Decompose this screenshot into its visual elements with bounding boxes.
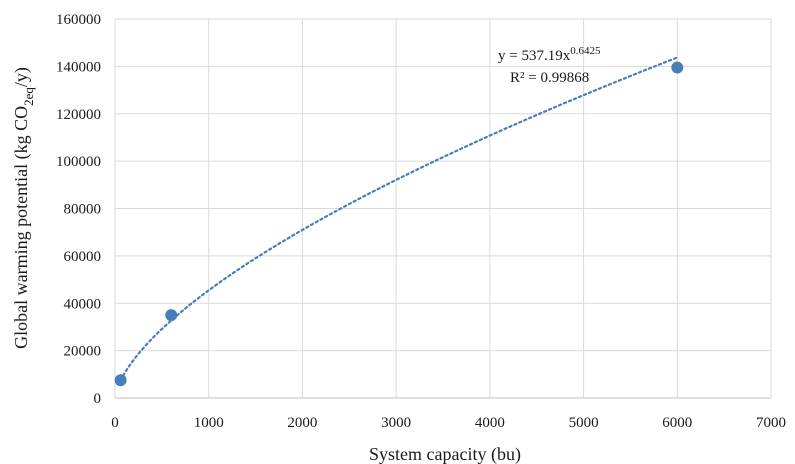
- x-tick-labels: 0 1000 2000 3000 4000 5000 6000 7000: [111, 415, 786, 431]
- y-tick-label: 120000: [56, 107, 101, 123]
- y-tick-label: 40000: [64, 296, 102, 312]
- x-tick-label: 7000: [756, 415, 786, 431]
- y-tick-label: 60000: [64, 249, 102, 265]
- x-tick-label: 4000: [475, 415, 505, 431]
- y-tick-label: 80000: [64, 202, 102, 218]
- x-tick-label: 5000: [569, 415, 599, 431]
- y-axis-title: Global warming potential (kg CO2eq/y): [11, 67, 36, 349]
- y-tick-label: 0: [94, 391, 102, 407]
- y-tick-label: 160000: [56, 12, 101, 28]
- trendline-equation: y = 537.19x0.6425: [498, 45, 601, 64]
- data-point: [165, 309, 178, 322]
- data-point: [671, 61, 684, 74]
- trendline: [119, 56, 679, 382]
- y-tick-labels: 0 20000 40000 60000 80000 100000 120000 140000 1…: [56, 12, 101, 407]
- y-tick-label: 140000: [56, 59, 101, 75]
- x-tick-label: 3000: [381, 415, 411, 431]
- y-tick-label: 100000: [56, 154, 101, 170]
- x-axis-title: System capacity (bu): [369, 444, 521, 464]
- data-points: [114, 61, 684, 387]
- y-tick-label: 20000: [64, 344, 102, 360]
- grid: [114, 18, 772, 399]
- r-squared-label: R² = 0.99868: [510, 70, 589, 86]
- x-tick-label: 0: [111, 415, 119, 431]
- data-point: [114, 374, 127, 387]
- x-tick-label: 6000: [662, 415, 692, 431]
- x-tick-label: 2000: [287, 415, 317, 431]
- x-tick-label: 1000: [194, 415, 224, 431]
